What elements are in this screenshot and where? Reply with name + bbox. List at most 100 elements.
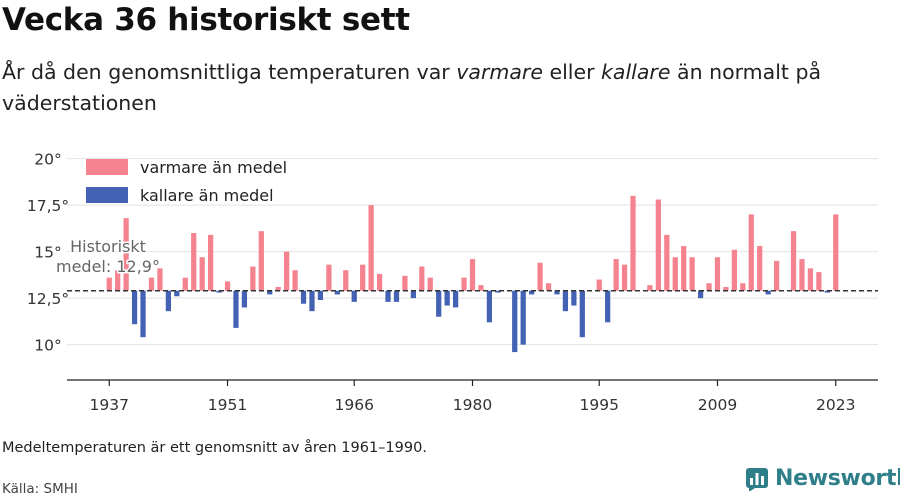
- bar-warm: [157, 268, 163, 291]
- bar-warm: [148, 277, 155, 291]
- bar-chart-logo-icon: [746, 467, 768, 491]
- x-tick-label: 2009: [698, 396, 737, 414]
- baseline-label: Historiskt: [70, 237, 146, 256]
- subtitle-colder: kallare: [601, 60, 671, 84]
- newsworthy-logo: Newsworthy: [745, 466, 900, 491]
- bars-layer: [106, 195, 839, 353]
- bar-warm: [275, 286, 281, 291]
- chart-title: Vecka 36 historiskt sett: [2, 2, 410, 38]
- bar-warm: [461, 277, 467, 291]
- bar-warm: [427, 277, 433, 291]
- subtitle-text-1: År då den genomsnittliga temperaturen va…: [2, 60, 457, 84]
- bar-warm: [621, 264, 628, 291]
- bar-cold: [140, 290, 146, 338]
- y-tick-label: 15°: [34, 244, 61, 262]
- legend-warm-label: varmare än medel: [140, 158, 287, 177]
- bar-warm: [292, 270, 298, 291]
- bar-cold: [520, 290, 526, 345]
- bar-warm: [748, 214, 754, 291]
- footnote: Medeltemperaturen är ett genomsnitt av å…: [2, 440, 427, 456]
- bar-cold: [174, 290, 180, 297]
- axis-layer: 10° 12,5° 15° 17,5° 20° 1937 1951 1966 1980 1995 2…: [27, 151, 878, 414]
- x-tick-label: 1966: [335, 396, 374, 414]
- bar-warm: [731, 249, 738, 291]
- x-tick-label: 1980: [453, 396, 492, 414]
- bar-warm: [723, 286, 729, 291]
- bar-cold: [824, 290, 830, 293]
- bar-warm: [199, 257, 205, 291]
- bar-cold: [436, 290, 442, 317]
- bar-warm: [368, 205, 374, 291]
- bar-warm: [326, 264, 332, 291]
- bar-cold: [529, 290, 535, 295]
- bar-warm: [419, 266, 425, 291]
- bar-cold: [571, 290, 577, 306]
- bar-cold: [512, 290, 518, 353]
- bar-warm: [596, 279, 602, 291]
- bar-warm: [799, 259, 805, 291]
- bar-cold: [131, 290, 138, 325]
- bar-warm: [469, 259, 476, 291]
- bar-cold: [579, 290, 585, 338]
- bar-warm: [681, 246, 687, 291]
- y-tick-label: 10°: [34, 337, 61, 355]
- bar-cold: [233, 290, 239, 328]
- bar-warm: [630, 195, 636, 291]
- bar-cold: [562, 290, 569, 312]
- x-tick-label: 1951: [208, 396, 247, 414]
- bar-cold: [165, 290, 171, 312]
- bar-warm: [757, 246, 763, 291]
- x-tick-label: 1937: [90, 396, 129, 414]
- bar-cold: [267, 290, 273, 295]
- bar-warm: [833, 214, 839, 291]
- source-text: Källa: SMHI: [2, 481, 78, 497]
- bar-warm: [208, 234, 214, 291]
- bar-warm: [807, 268, 814, 291]
- bar-warm: [672, 257, 678, 291]
- brand-name: Newsworthy: [775, 466, 900, 491]
- chart-subtitle: År då den genomsnittliga temperaturen va…: [2, 57, 862, 119]
- bar-cold: [241, 290, 248, 308]
- bar-cold: [444, 290, 450, 306]
- bar-warm: [689, 257, 695, 291]
- subtitle-warmer: varmare: [456, 60, 543, 84]
- legend-cold-swatch: [86, 187, 128, 203]
- subtitle-text-3: än normalt på väderstationen: [2, 60, 822, 115]
- baseline-label-halo: Historiskt: [70, 237, 146, 256]
- baseline-label: medel: 12,9°: [56, 257, 160, 276]
- bar-cold: [300, 290, 307, 304]
- baseline-label-halo: medel: 12,9°: [56, 257, 160, 276]
- bar-warm: [258, 231, 264, 291]
- bar-cold: [765, 290, 771, 295]
- bar-cold: [697, 290, 704, 299]
- bar-cold: [216, 290, 222, 293]
- y-tick-label: 17,5°: [27, 197, 69, 215]
- bar-warm: [123, 218, 129, 291]
- bar-cold: [486, 290, 493, 323]
- x-tick-label: 1995: [579, 396, 618, 414]
- bar-cold: [393, 290, 400, 302]
- bar-warm: [740, 283, 746, 291]
- bar-warm: [714, 257, 721, 291]
- bar-warm: [774, 260, 780, 291]
- bar-cold: [309, 290, 315, 312]
- bar-cold: [317, 290, 324, 300]
- bar-warm: [224, 281, 231, 291]
- bar-warm: [343, 270, 349, 291]
- grid-layer: [67, 158, 878, 346]
- bar-cold: [334, 290, 340, 295]
- bar-warm: [655, 199, 661, 291]
- bar-cold: [351, 290, 357, 302]
- bar-warm: [613, 259, 619, 291]
- bar-warm: [816, 272, 822, 291]
- bar-cold: [495, 290, 501, 293]
- bar-cold: [554, 290, 560, 295]
- legend: varmare än medel kallare än medel: [86, 158, 287, 205]
- bar-warm: [182, 277, 188, 291]
- bar-warm: [106, 277, 112, 291]
- x-tick-label: 2023: [816, 396, 855, 414]
- bar-cold: [410, 290, 416, 299]
- bar-warm: [537, 262, 543, 291]
